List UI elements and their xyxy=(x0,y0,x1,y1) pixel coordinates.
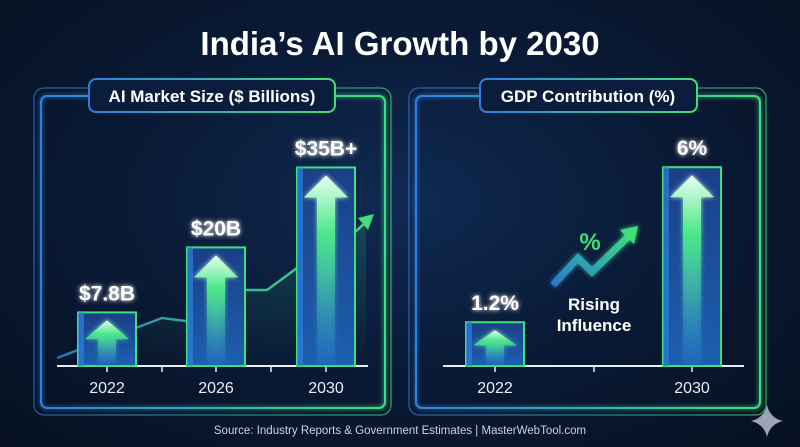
panel-title-box xyxy=(479,78,698,113)
data-label: 1.2% xyxy=(471,292,519,315)
panel-title: GDP Contribution (%) xyxy=(501,87,675,106)
panel-title: AI Market Size ($ Billions) xyxy=(109,87,316,106)
up-arrow-icon xyxy=(473,330,517,364)
up-arrow-icon xyxy=(194,255,238,364)
percent-rising-arrow-icon xyxy=(550,226,638,288)
sparkle-icon xyxy=(751,405,783,437)
up-arrow-icon xyxy=(85,320,129,364)
bar-edge xyxy=(663,167,669,366)
up-arrow-icon xyxy=(304,175,348,364)
x-tick-label: 2030 xyxy=(308,380,344,397)
bar-edge xyxy=(297,167,303,366)
x-tick-label: 2030 xyxy=(674,380,710,397)
x-tick-label: 2022 xyxy=(477,380,513,397)
annotation-line-1: Rising xyxy=(568,295,620,314)
up-arrow-icon xyxy=(670,175,714,364)
data-label: $7.8B xyxy=(79,282,135,305)
data-label: $20B xyxy=(191,217,241,240)
source-note: Source: Industry Reports & Government Es… xyxy=(214,425,586,437)
bar-edge xyxy=(78,312,84,366)
market-size-panel: AI Market Size ($ Billions) $7.8B 2022 $20… xyxy=(33,78,392,416)
panel-title-box xyxy=(88,78,336,113)
x-tick-label: 2026 xyxy=(198,380,234,397)
data-label: 6% xyxy=(677,137,708,160)
annotation-line-2: Influence xyxy=(557,316,632,335)
data-label: $35B+ xyxy=(295,137,357,160)
gdp-contribution-panel: GDP Contribution (%) 1.2% 2022 6% 2030 % Ri… xyxy=(408,78,767,416)
bar-edge xyxy=(466,322,472,366)
x-tick-label: 2022 xyxy=(89,380,125,397)
percent-symbol: % xyxy=(579,229,600,256)
trend-arrowhead-icon xyxy=(358,214,374,230)
bar-edge xyxy=(187,247,193,366)
page-title: India’s AI Growth by 2030 xyxy=(200,25,599,62)
